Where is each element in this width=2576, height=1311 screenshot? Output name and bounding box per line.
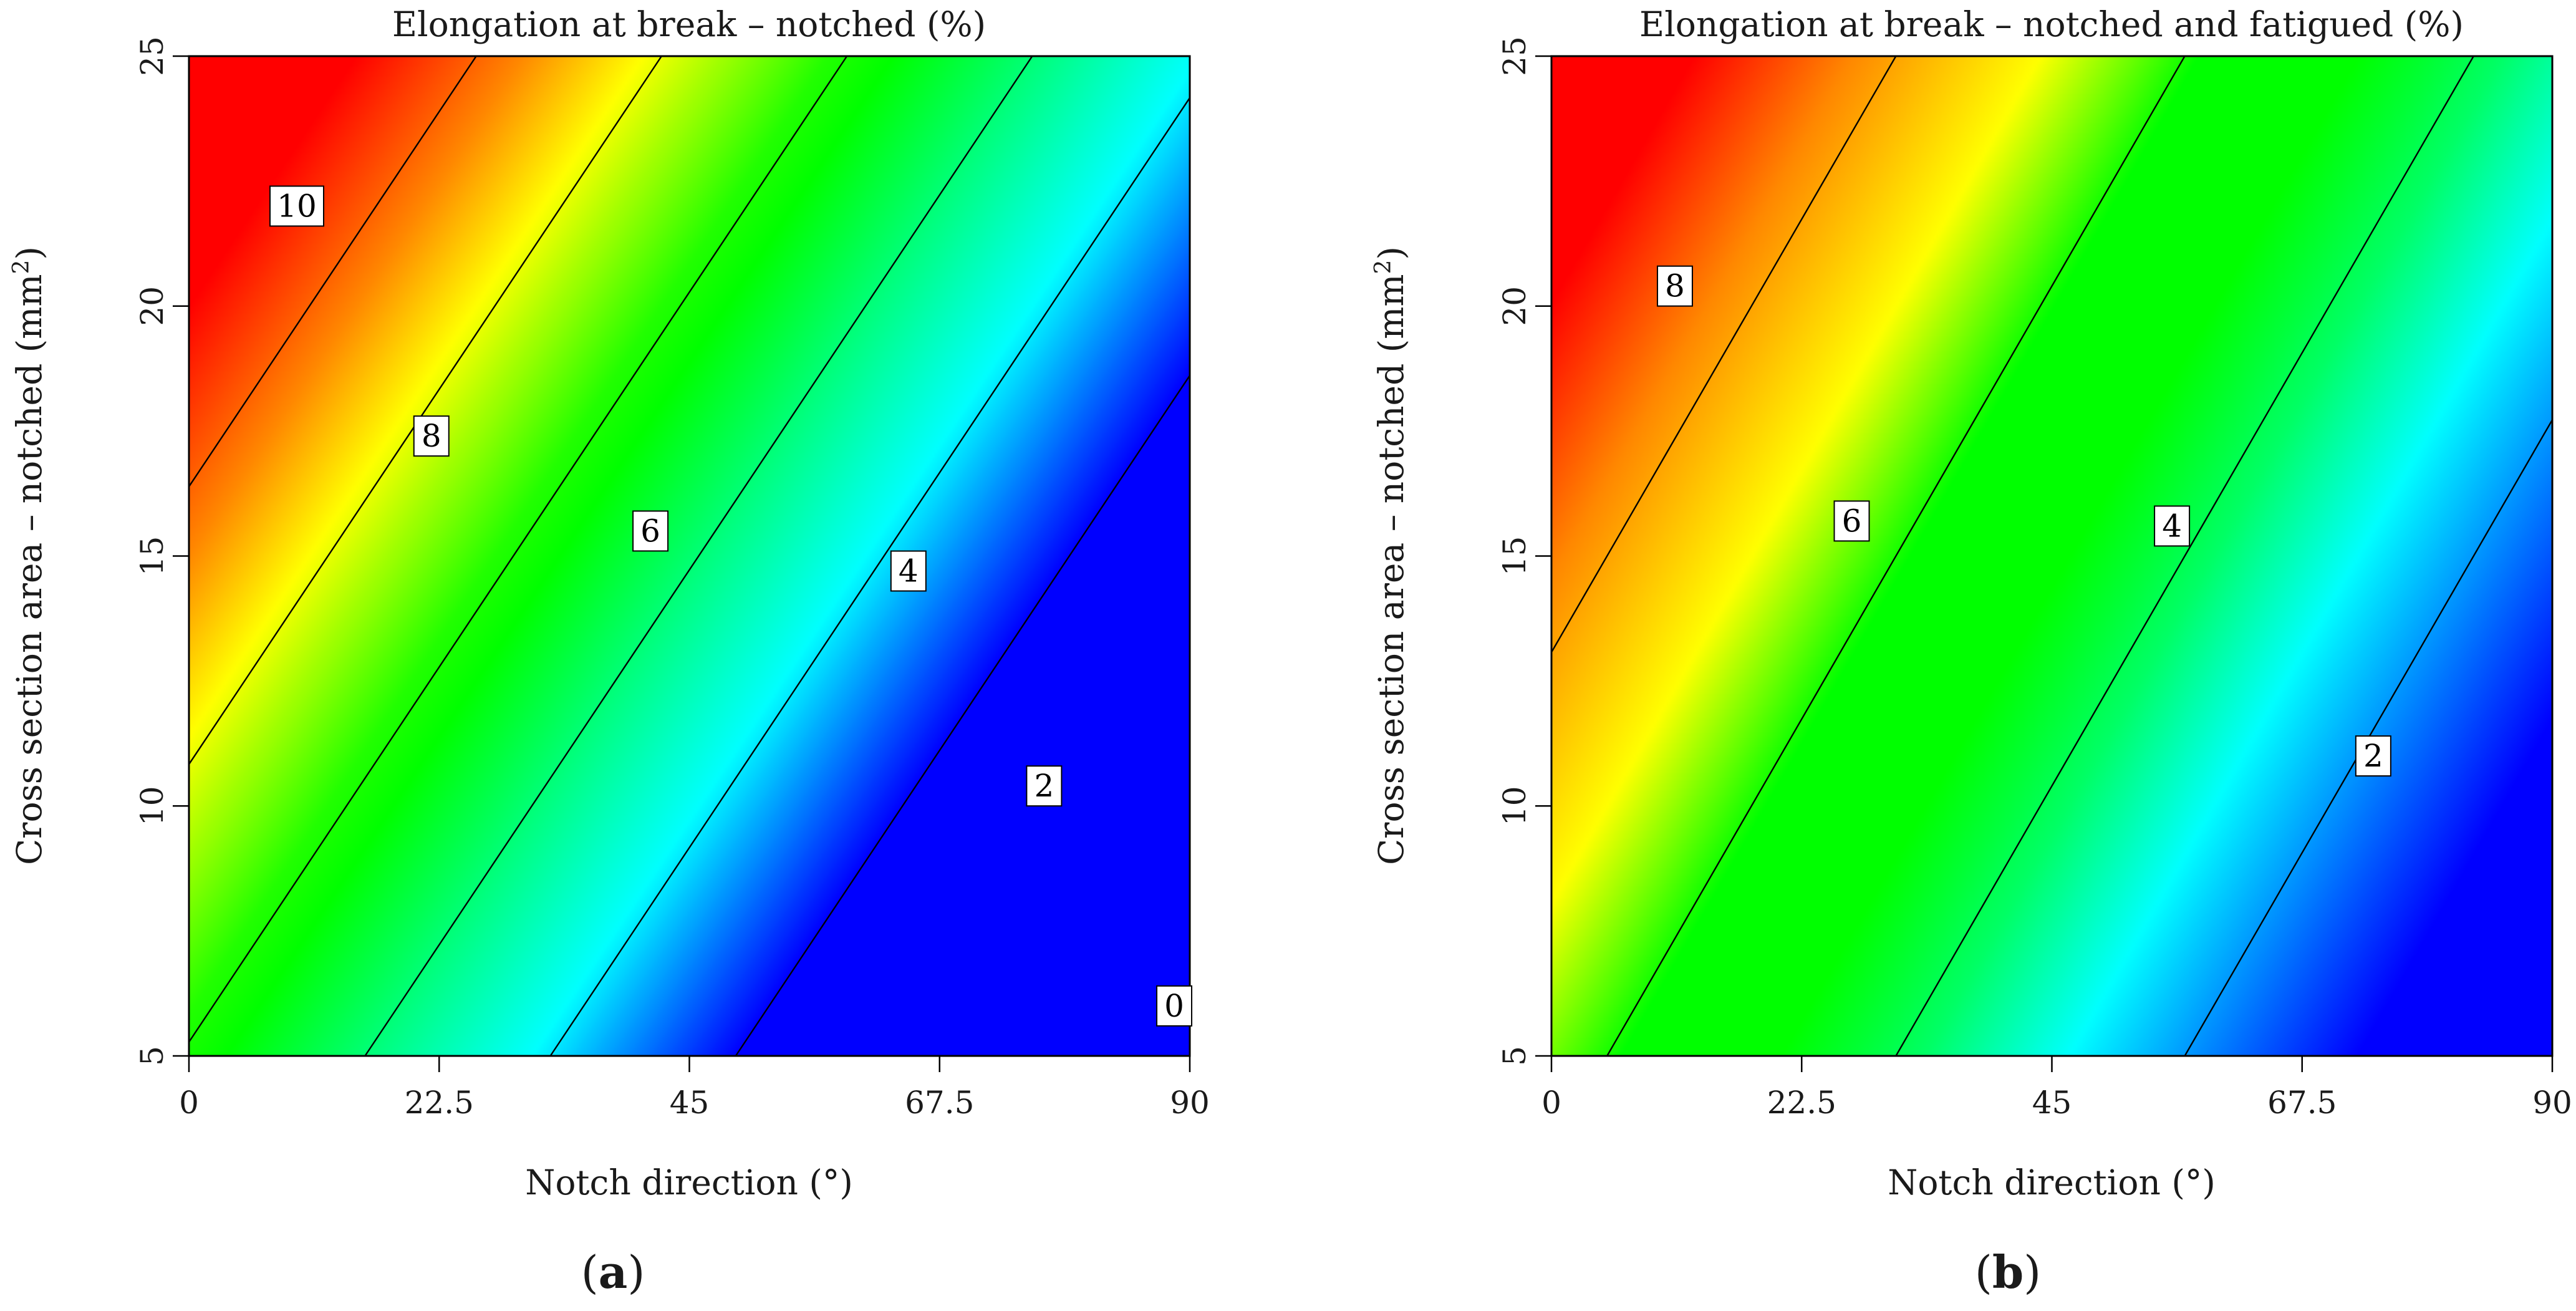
panel-b-contour-label-box-2 [2355, 735, 2391, 777]
panel-b-x-axis-label: Notch direction (°) [1888, 1163, 2216, 1202]
panel-a-contour-line-4 [364, 56, 1033, 1057]
panel-a-x-tick-label-1: 22.5 [405, 1085, 474, 1121]
panel-a-y-tick-label-3: 20 [134, 286, 170, 326]
panel-a-y-tick-label-1: 10 [134, 786, 170, 826]
panel-a-x-tick-label-2: 45 [670, 1085, 710, 1121]
panel-a-contour-label-text-6: 6 [640, 513, 660, 549]
panel-a-contour-line-0 [735, 375, 1190, 1057]
panel-a-contour-label-text-0: 0 [1164, 988, 1184, 1024]
panel-a-y-axis-label: Cross section area – notched (mm2) [9, 246, 49, 865]
panel-b-x-tick-label-0: 0 [1541, 1085, 1561, 1121]
panel-a-contour-label-box-4 [890, 550, 927, 592]
panel-b-y-tick-label-1: 10 [1497, 786, 1533, 826]
panel-a-y-tick-label-2: 15 [134, 536, 170, 576]
panel-b-y-tick-label-3: 20 [1497, 286, 1533, 326]
panel-a-contour-label-0: 0 [1156, 985, 1193, 1027]
panel-b-y-axis-label: Cross section area – notched (mm2) [1371, 246, 1411, 865]
panel-b-contour-label-text-6: 6 [1842, 503, 1862, 539]
panel-b-y-tick-label-4: 25 [1497, 36, 1533, 76]
panel-a-label: (a) [581, 1246, 645, 1299]
panel-b-x-tick-label-3: 67.5 [2267, 1085, 2337, 1121]
panel-b-y-tick-label-2: 15 [1497, 536, 1533, 576]
panel-b-y-tick-label-0: 5 [1497, 1046, 1533, 1066]
panel-b-x-tick-label-4: 90 [2532, 1085, 2572, 1121]
panel-b-x-ticks: 0 22.5 45 67.5 90 [1541, 1056, 2572, 1121]
panel-b-y-axis-label-close: ) [1371, 246, 1411, 259]
panel-b-contour-line-8 [1550, 56, 1897, 653]
panel-b-chart: Elongation at break – notched and fatigu… [1371, 4, 2572, 1299]
panel-a-y-axis-label-main: Cross section area – notched (mm [9, 274, 49, 864]
panel-a-x-tick-label-0: 0 [179, 1085, 199, 1121]
panel-a-contour-label-6: 6 [632, 510, 669, 552]
panel-a-x-axis-label: Notch direction (°) [525, 1163, 853, 1202]
panel-a-contour-lines [188, 56, 1190, 1057]
panel-a-y-tick-label-0: 5 [134, 1046, 170, 1066]
panel-a-contour-line-2 [549, 97, 1190, 1057]
panel-a-heatmap-field [189, 56, 1190, 1056]
panel-b-y-ticks: 5 10 15 20 25 [1497, 36, 1551, 1066]
panel-a-x-tick-label-3: 67.5 [905, 1085, 974, 1121]
panel-b-contour-label-box-6 [1833, 500, 1870, 542]
panel-b-title: Elongation at break – notched and fatigu… [1639, 4, 2464, 44]
panel-b-y-axis-label-main: Cross section area – notched (mm [1371, 274, 1411, 864]
panel-a-contour-label-text-2: 2 [1034, 768, 1054, 804]
panel-a-letter: a [599, 1246, 628, 1299]
panel-a-x-ticks: 0 22.5 45 67.5 90 [179, 1056, 1210, 1121]
panel-b-contour-label-box-8 [1656, 265, 1693, 307]
panel-a-chart: Elongation at break – notched (%) 0 22.5 4… [9, 4, 1210, 1299]
panel-b-contour-label-box-4 [2154, 505, 2191, 547]
panel-b-y-axis-label-superscript: 2 [1371, 260, 1396, 274]
panel-a-contour-line-8 [188, 56, 662, 765]
panel-a-x-tick-label-4: 90 [1170, 1085, 1210, 1121]
panel-a-contour-label-text-4: 4 [899, 553, 919, 589]
panel-b-contour-label-2: 2 [2355, 735, 2391, 777]
panel-a-contour-label-box-2 [1026, 765, 1063, 807]
panel-a-contour-label-10: 10 [269, 185, 324, 227]
panel-a-contour-label-box-8 [413, 415, 450, 457]
panel-b-contour-label-6: 6 [1833, 500, 1870, 542]
panel-b-contour-label-8: 8 [1656, 265, 1693, 307]
panel-a-contour-line-10 [188, 56, 477, 487]
panel-b-contour-line-4 [1895, 56, 2474, 1057]
panel-a-contour-label-text-8: 8 [422, 418, 441, 454]
panel-b-x-tick-label-1: 22.5 [1767, 1085, 1836, 1121]
panel-a-contour-label-text-10: 10 [277, 188, 317, 224]
panel-b-label: (b) [1975, 1246, 2042, 1299]
panel-b-contour-label-text-2: 2 [2363, 738, 2383, 774]
panel-b-heatmap-field [1551, 56, 2552, 1056]
panel-a-title: Elongation at break – notched (%) [392, 4, 986, 44]
panel-b-letter: b [1992, 1246, 2024, 1299]
panel-b-contour-line-6 [1606, 56, 2186, 1057]
panel-b-x-tick-label-2: 45 [2032, 1085, 2072, 1121]
panel-a-contour-label-8: 8 [413, 415, 450, 457]
panel-b-contour-label-4: 4 [2154, 505, 2191, 547]
panel-a-y-tick-label-4: 25 [134, 36, 170, 76]
panel-a-y-axis-label-superscript: 2 [9, 260, 34, 274]
panel-b-contour-labels: 2 4 6 8 [1656, 265, 2391, 777]
panel-b-contour-label-text-8: 8 [1665, 268, 1685, 304]
panel-a-y-ticks: 5 10 15 20 25 [134, 36, 189, 1066]
panel-a-contour-label-4: 4 [890, 550, 927, 592]
panel-a-y-axis-label-close: ) [9, 246, 49, 259]
panel-a-contour-label-2: 2 [1026, 765, 1063, 807]
panel-a-contour-labels: 0 2 4 6 8 10 [269, 185, 1193, 1027]
panel-a-contour-label-box-0 [1156, 985, 1193, 1027]
panel-a-contour-label-box-6 [632, 510, 669, 552]
panel-b-contour-label-text-4: 4 [2162, 508, 2182, 544]
panel-a-contour-line-6 [188, 56, 848, 1043]
panel-a-contour-label-box-10 [269, 185, 324, 227]
